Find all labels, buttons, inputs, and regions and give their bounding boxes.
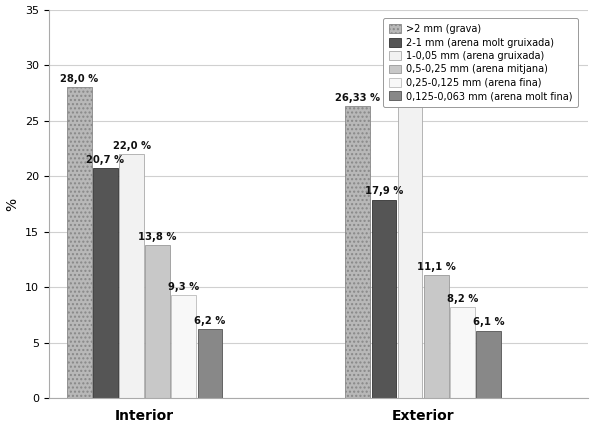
Bar <box>119 154 144 399</box>
Text: 13,8 %: 13,8 % <box>138 232 177 242</box>
Text: 11,1 %: 11,1 % <box>417 262 456 272</box>
Bar <box>346 106 370 399</box>
Bar <box>146 245 170 399</box>
Bar <box>198 329 222 399</box>
Bar <box>424 275 448 399</box>
Text: 17,9 %: 17,9 % <box>365 186 403 196</box>
Text: 6,1 %: 6,1 % <box>473 317 504 327</box>
Text: 22,0 %: 22,0 % <box>112 141 151 151</box>
Legend: >2 mm (grava), 2-1 mm (arena molt gruixada), 1-0,05 mm (arena gruixada), 0,5-0,2: >2 mm (grava), 2-1 mm (arena molt gruixa… <box>384 18 578 107</box>
Bar <box>67 88 92 399</box>
Text: 30,4 %: 30,4 % <box>391 47 429 57</box>
Text: 20,7 %: 20,7 % <box>87 155 125 165</box>
Bar <box>172 295 196 399</box>
Bar <box>93 169 118 399</box>
Text: 6,2 %: 6,2 % <box>194 316 226 326</box>
Text: 28,0 %: 28,0 % <box>60 74 99 84</box>
Bar <box>450 307 475 399</box>
Y-axis label: %: % <box>5 197 20 211</box>
Text: 9,3 %: 9,3 % <box>168 282 200 292</box>
Bar <box>397 60 422 399</box>
Text: 26,33 %: 26,33 % <box>335 93 380 103</box>
Bar <box>372 199 396 399</box>
Text: 8,2 %: 8,2 % <box>447 294 478 304</box>
Bar <box>476 331 501 399</box>
